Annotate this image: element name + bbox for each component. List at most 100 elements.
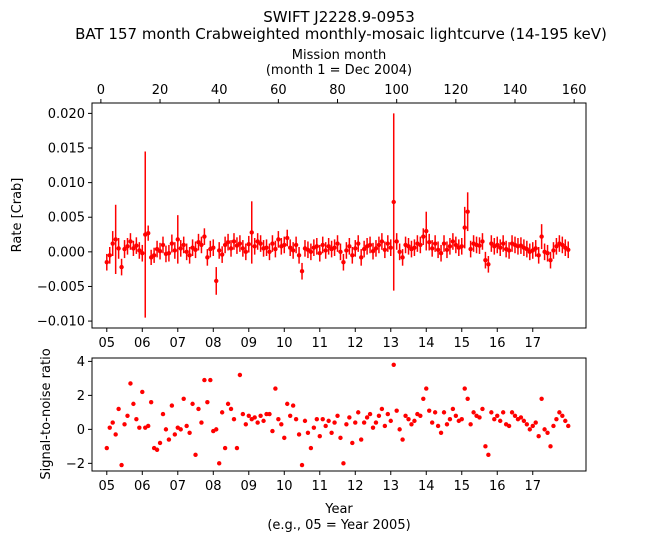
title-line1: SWIFT J2228.9-0953: [263, 8, 415, 26]
snr-point: [255, 420, 260, 425]
rate-point: [361, 246, 367, 252]
snr-point: [190, 401, 195, 407]
snr-point: [329, 430, 334, 435]
rate-point: [299, 269, 305, 274]
snr-point: [148, 399, 154, 405]
snr-point: [214, 427, 219, 432]
rate-xtick-label: 16: [489, 336, 506, 351]
rate-point: [282, 242, 287, 248]
snr-ylabel: Signal-to-noise ratio: [39, 348, 54, 479]
snr-point: [160, 411, 166, 417]
rate-point: [358, 255, 364, 260]
rate-point: [273, 246, 278, 252]
rate-xtick-label: 11: [311, 336, 328, 351]
snr-point: [551, 423, 556, 429]
snr-point: [184, 423, 189, 429]
snr-point: [391, 362, 396, 367]
rate-point: [427, 239, 432, 245]
rate-point: [400, 255, 405, 260]
rate-point: [391, 199, 396, 205]
rate-point: [219, 252, 225, 257]
rate-point: [326, 244, 331, 249]
rate-point: [285, 235, 290, 241]
rate-point: [128, 239, 133, 244]
rate-point: [453, 242, 459, 248]
snr-point: [116, 406, 121, 412]
snr-point: [385, 411, 391, 417]
rate-point: [131, 246, 136, 251]
rate-xtick-label: 05: [99, 336, 116, 351]
snr-point: [296, 432, 302, 437]
snr-point: [353, 420, 358, 425]
rate-xtick-label: 06: [134, 336, 151, 351]
snr-ytick-label: 2: [77, 389, 85, 404]
snr-point: [293, 416, 299, 422]
rate-point: [388, 245, 393, 250]
snr-point: [344, 422, 349, 427]
rate-axes: −0.010 −0.005 0.000 0.005 0.010 0.015 0.020 05 0…: [37, 83, 587, 351]
month-tick-label: 100: [384, 83, 409, 98]
rate-point: [424, 228, 429, 234]
rate-point: [429, 246, 435, 251]
snr-point: [397, 427, 402, 432]
rate-point: [237, 241, 243, 246]
snr-point: [563, 418, 568, 424]
rate-point: [480, 239, 485, 244]
rate-point: [205, 255, 210, 260]
snr-ytick-label: 4: [77, 355, 85, 370]
rate-point: [498, 245, 503, 250]
rate-xtick-label: 14: [418, 336, 435, 351]
snr-point: [418, 413, 423, 418]
rate-point: [293, 242, 299, 248]
snr-point: [518, 415, 524, 420]
snr-point: [208, 377, 213, 383]
rate-point: [240, 246, 246, 251]
rate-point: [169, 241, 175, 246]
rate-ytick-label: 0.000: [48, 245, 85, 260]
snr-point: [181, 396, 186, 401]
snr-point: [113, 432, 118, 437]
rate-point: [216, 248, 222, 253]
snr-point: [465, 396, 470, 401]
snr-point: [273, 386, 278, 391]
snr-point: [326, 418, 331, 424]
snr-point: [157, 440, 163, 446]
rate-point: [125, 244, 130, 249]
snr-point: [323, 423, 328, 429]
rate-panel: −0.010 −0.005 0.000 0.005 0.010 0.015 0.020 05 0…: [10, 83, 587, 351]
snr-point: [131, 401, 136, 407]
snr-point: [444, 422, 450, 427]
snr-xtick-label: 06: [134, 479, 151, 494]
snr-point: [554, 416, 559, 422]
snr-point: [388, 418, 393, 424]
rate-point: [447, 244, 453, 249]
rate-point: [317, 251, 322, 256]
rate-point: [264, 245, 269, 250]
snr-point: [421, 396, 426, 401]
rate-point: [338, 249, 343, 255]
snr-panel: −2 0 2 4 05 06 07 08 09 10 11 12 13 14 15 16 17 Signal-t…: [39, 348, 587, 494]
rate-point: [122, 246, 127, 252]
rate-point: [146, 230, 151, 236]
snr-point: [282, 435, 287, 441]
rate-point: [320, 242, 325, 248]
rate-point: [376, 242, 382, 248]
snr-point: [302, 418, 308, 424]
rate-point: [196, 239, 201, 245]
snr-point: [364, 415, 370, 420]
snr-point: [287, 413, 293, 418]
rate-point: [202, 234, 207, 239]
snr-point: [432, 410, 438, 415]
snr-point: [219, 410, 225, 415]
snr-point: [358, 437, 364, 442]
rate-point: [560, 242, 565, 248]
rate-ytick-label: 0.020: [48, 107, 85, 122]
snr-point: [279, 422, 284, 427]
rate-ytick-label: 0.005: [48, 211, 85, 226]
snr-point: [216, 461, 222, 466]
rate-point: [495, 242, 500, 248]
snr-point: [506, 423, 512, 429]
month-tick-label: 160: [562, 83, 587, 98]
rate-point: [421, 234, 426, 239]
rate-point: [394, 239, 399, 244]
